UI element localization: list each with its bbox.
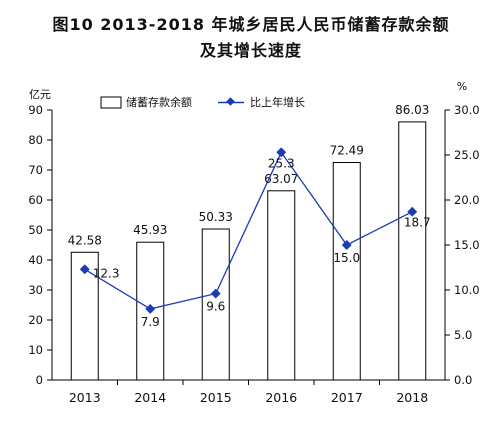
right-tick-label: 10.0: [454, 283, 480, 297]
x-tick-label: 2018: [396, 390, 428, 405]
left-axis-unit: 亿元: [29, 88, 51, 101]
left-tick-label: 30: [28, 283, 43, 297]
right-tick-label: 20.0: [454, 193, 480, 207]
left-tick-label: 70: [28, 163, 43, 177]
line-value-label: 7.9: [141, 315, 160, 329]
chart-title-line1: 图10 2013-2018 年城乡居民人民币储蓄存款余额: [52, 15, 449, 34]
bar: [136, 241, 165, 381]
right-tick-label: 0.0: [454, 373, 472, 387]
bar-value-label: 42.58: [68, 233, 102, 247]
line-value-label: 9.6: [206, 300, 225, 314]
line-value-label: 15.0: [333, 251, 360, 265]
legend: 储蓄存款余额 比上年增长: [100, 95, 305, 109]
left-tick-label: 50: [28, 223, 43, 237]
x-tick-label: 2016: [265, 390, 297, 405]
left-tick-label: 80: [28, 133, 43, 147]
bar: [267, 190, 296, 381]
x-tick-label: 2013: [69, 390, 101, 405]
right-tick-label: 30.0: [454, 103, 480, 117]
left-tick-label: 90: [28, 103, 43, 117]
line-point: [276, 147, 287, 158]
left-tick-label: 60: [28, 193, 43, 207]
line-value-label: 12.3: [93, 266, 120, 280]
legend-bar-label: 储蓄存款余额: [126, 95, 192, 109]
x-tick-label: 2017: [331, 390, 363, 405]
bar: [398, 121, 427, 381]
left-tick-label: 20: [28, 313, 43, 327]
line-point: [341, 240, 352, 250]
line-point: [210, 288, 221, 299]
line-point: [407, 206, 418, 217]
left-tick-label: 0: [36, 373, 43, 387]
line-value-label: 25.3: [268, 156, 295, 170]
x-tick-label: 2015: [200, 390, 232, 405]
growth-line: [84, 151, 413, 310]
line-point: [145, 303, 156, 314]
legend-line-label: 比上年增长: [250, 95, 305, 109]
left-tick-label: 40: [28, 253, 43, 267]
bar: [201, 228, 230, 381]
right-tick-label: 15.0: [454, 238, 480, 252]
bar-value-label: 50.33: [199, 210, 233, 224]
left-tick-label: 10: [28, 343, 43, 357]
bar-value-label: 63.07: [264, 172, 298, 186]
right-tick-label: 5.0: [454, 328, 472, 342]
right-axis-unit: %: [457, 80, 467, 93]
bar-value-label: 45.93: [133, 223, 167, 237]
right-tick-label: 25.0: [454, 148, 480, 162]
bar: [332, 162, 361, 381]
legend-bar-swatch: [100, 96, 122, 109]
chart-title-line2: 及其增长速度: [200, 41, 302, 60]
bar-value-label: 72.49: [330, 144, 364, 158]
bar-value-label: 86.03: [395, 103, 429, 117]
line-value-label: 18.7: [404, 216, 431, 230]
x-tick-label: 2014: [134, 390, 166, 405]
plot-area: 0 10 20 30 40 50 60 70 80 90 0.0 5.0 10.0 15.0 20.0 25.…: [28, 103, 479, 405]
legend-line-marker: [226, 97, 235, 106]
